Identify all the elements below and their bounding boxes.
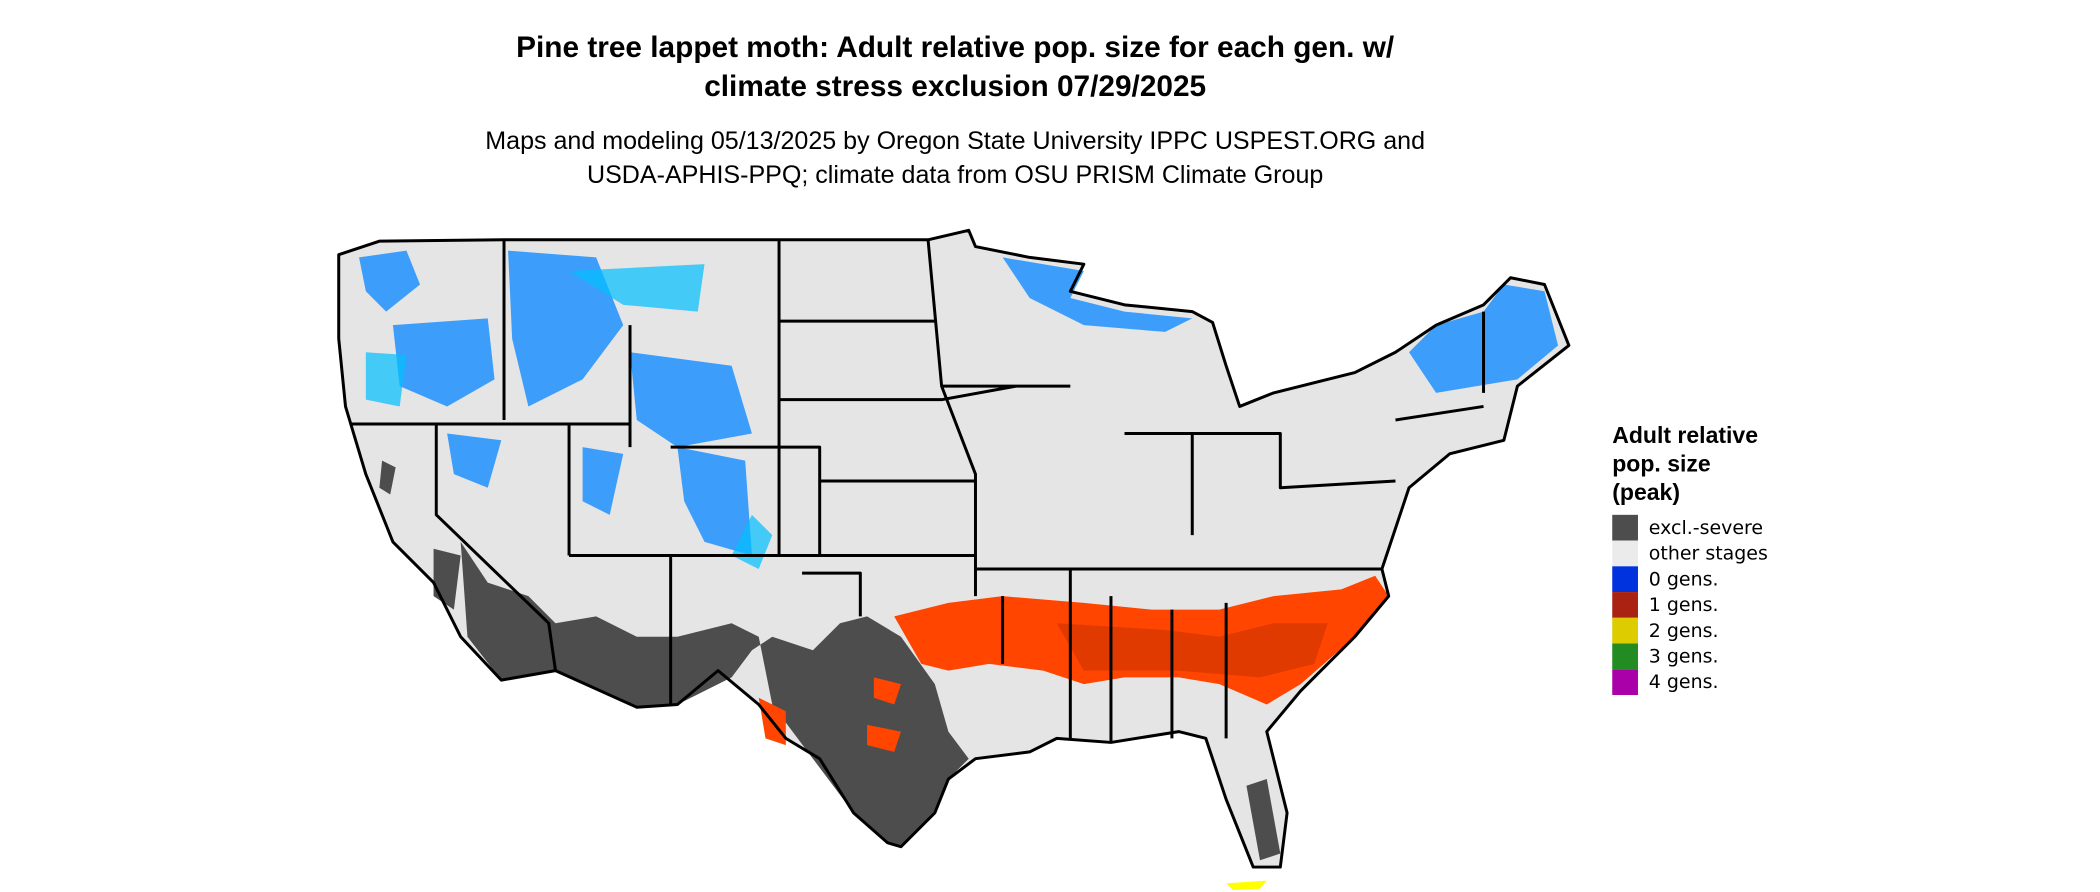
two-gen-area: [1226, 880, 1267, 891]
legend-swatch: [1612, 540, 1638, 567]
subtitle-line: Maps and modeling 05/13/2025 by Oregon S…: [485, 127, 1425, 155]
legend-title: (peak): [1612, 479, 1680, 505]
us-map: [337, 228, 1571, 891]
legend-label: excl.-severe: [1649, 517, 1763, 539]
one-gen-area: [758, 575, 1389, 752]
legend-swatch: [1612, 592, 1638, 618]
legend-swatch: [1612, 566, 1638, 593]
title-line: climate stress exclusion 07/29/2025: [704, 70, 1206, 103]
subtitle-line: USDA-APHIS-PPQ; climate data from OSU PR…: [587, 161, 1323, 189]
country-border: [337, 228, 1571, 869]
legend-swatch: [1612, 617, 1638, 644]
legend-label: 4 gens.: [1649, 671, 1719, 693]
legend-label: 0 gens.: [1649, 568, 1719, 590]
legend-swatch: [1612, 514, 1638, 541]
state-border: [349, 239, 1486, 743]
legend-swatch: [1612, 669, 1638, 696]
legend-label: other stages: [1649, 543, 1768, 565]
legend-label: 2 gens.: [1649, 620, 1719, 642]
legend-label: 3 gens.: [1649, 645, 1719, 667]
excluded-area: [379, 460, 1281, 861]
legend-label: 1 gens.: [1649, 594, 1719, 616]
legend-swatch: [1612, 643, 1638, 670]
legend-title: pop. size: [1612, 450, 1711, 476]
legend-title: Adult relative: [1612, 422, 1758, 448]
one-gen-area: [1056, 623, 1328, 678]
title-line: Pine tree lappet moth: Adult relative po…: [516, 31, 1394, 64]
